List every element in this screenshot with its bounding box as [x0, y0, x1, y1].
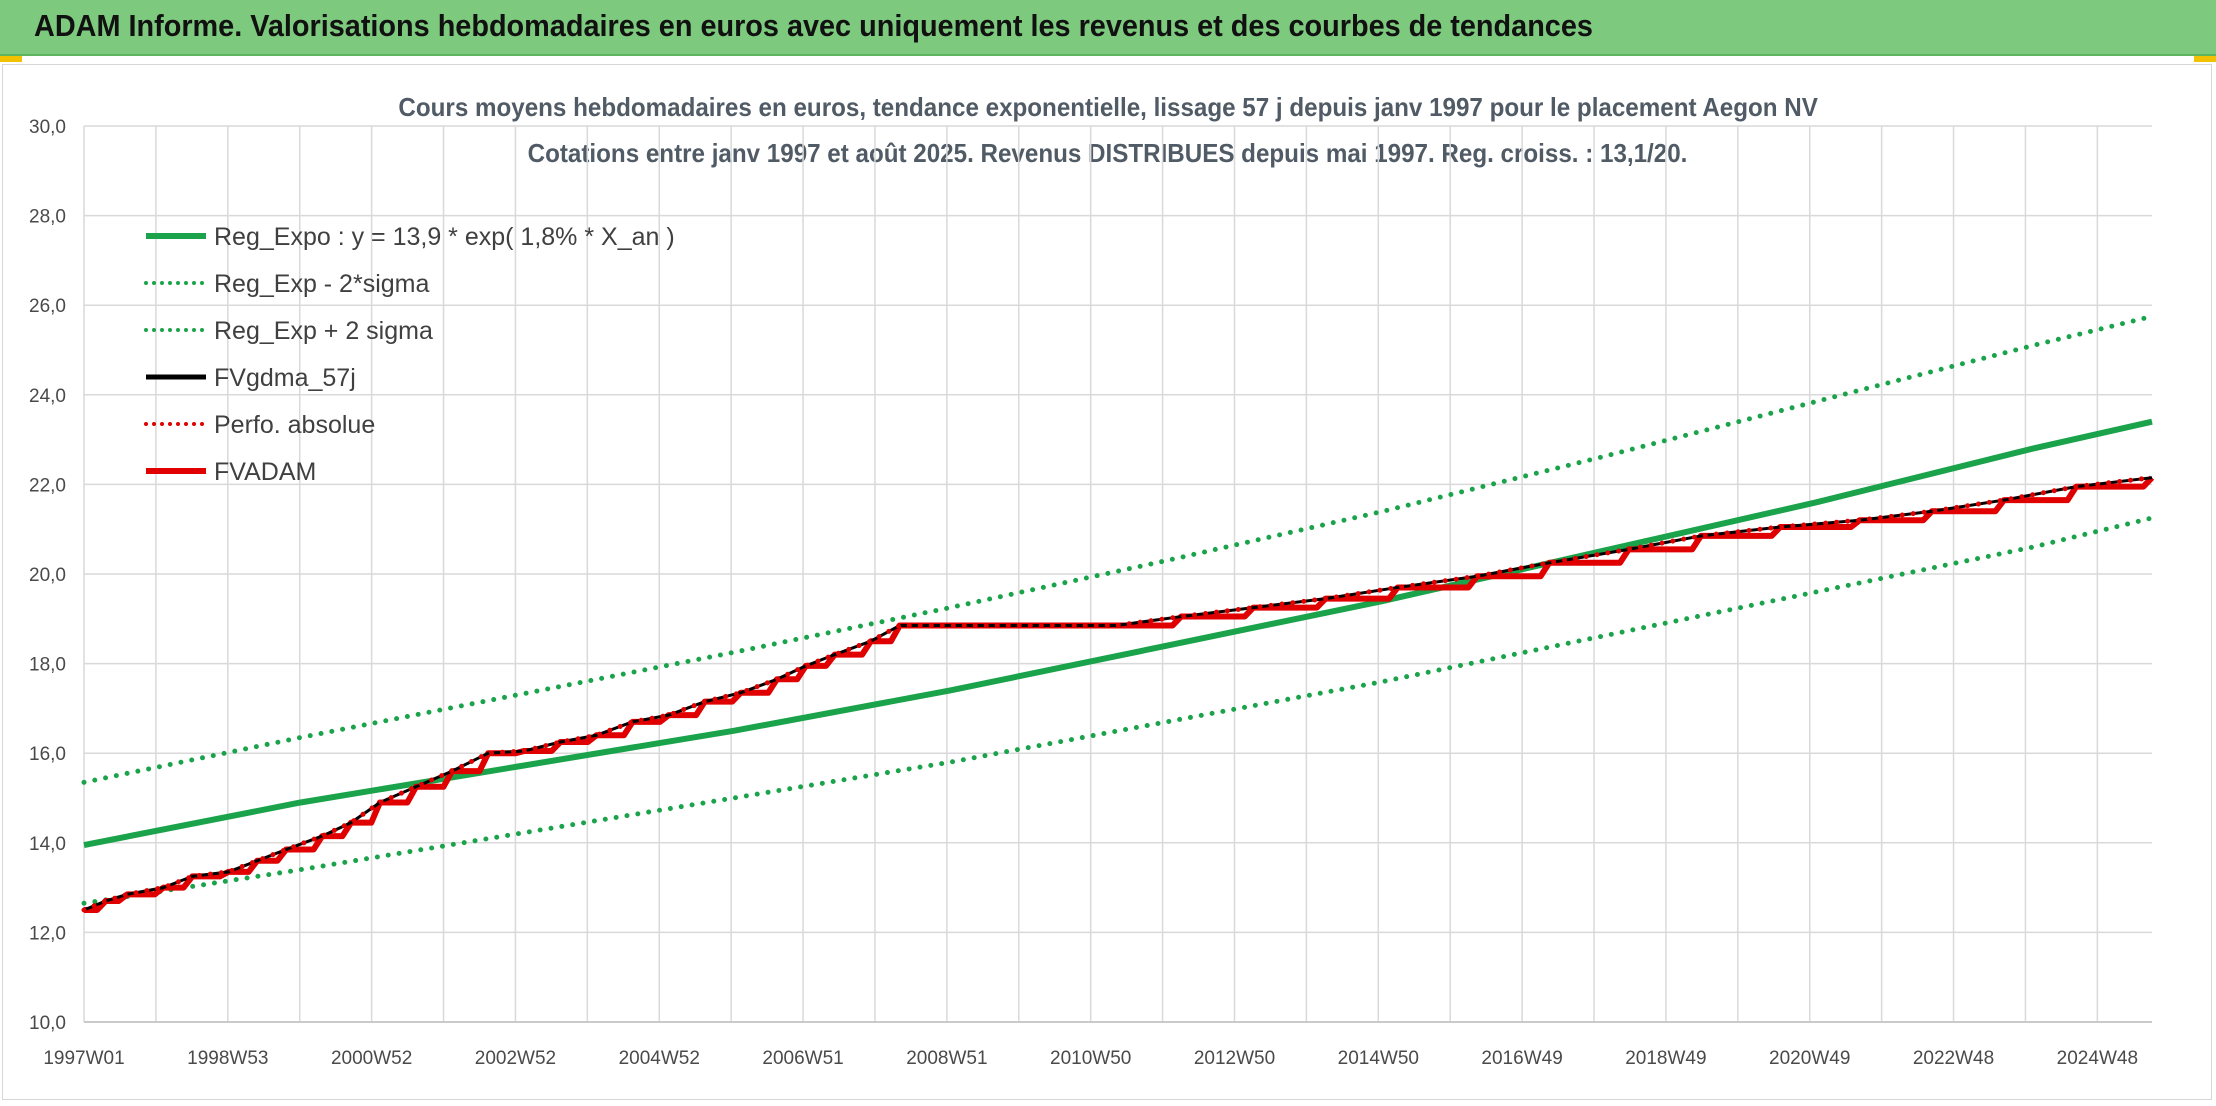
series-line-3 — [83, 476, 2153, 912]
legend-label-3: FVgdma_57j — [214, 364, 356, 392]
corner-marker-left — [0, 56, 22, 62]
legend-label-5: FVADAM — [214, 458, 316, 486]
series-line-1 — [81, 515, 2155, 906]
report-header: ADAM Informe. Valorisations hebdomadaire… — [0, 0, 2216, 56]
y-tick-label: 16,0 — [29, 744, 66, 765]
legend-label-2: Reg_Exp + 2 sigma — [214, 317, 433, 345]
report-title: ADAM Informe. Valorisations hebdomadaire… — [34, 8, 1593, 43]
y-tick-label: 30,0 — [29, 117, 66, 138]
x-tick-label: 2008W51 — [906, 1048, 987, 1069]
y-tick-label: 26,0 — [29, 296, 66, 317]
chart-frame — [2, 64, 2212, 1100]
series-line-5 — [84, 475, 2155, 913]
x-tick-label: 2020W49 — [1769, 1048, 1850, 1069]
series-line-0 — [83, 418, 2153, 848]
x-tick-label: 2002W52 — [475, 1048, 556, 1069]
y-tick-label: 18,0 — [29, 655, 66, 676]
y-tick-label: 20,0 — [29, 565, 66, 586]
x-axis-ticks: 1997W01 1998W53 2000W52 2002W52 2004W52 2006W… — [43, 1048, 2138, 1069]
y-axis-ticks: 10,0 12,0 14,0 16,0 18,0 20,0 22,0 24,0 26,0 28,0… — [29, 117, 66, 1034]
x-tick-label: 2018W49 — [1625, 1048, 1706, 1069]
x-tick-label: 2014W50 — [1338, 1048, 1419, 1069]
chart-grid — [83, 125, 2152, 1023]
legend-label-4: Perfo. absolue — [214, 411, 375, 439]
x-tick-label: 2006W51 — [762, 1048, 843, 1069]
x-tick-label: 2000W52 — [331, 1048, 412, 1069]
chart-title: Cours moyens hebdomadaires en euros, ten… — [398, 92, 1818, 122]
x-tick-label: 2016W49 — [1481, 1048, 1562, 1069]
x-tick-label: 1997W01 — [43, 1048, 124, 1069]
x-tick-label: 2024W48 — [2057, 1048, 2138, 1069]
y-tick-label: 22,0 — [29, 475, 66, 496]
y-tick-label: 12,0 — [29, 923, 66, 944]
y-tick-label: 14,0 — [29, 834, 66, 855]
y-tick-label: 28,0 — [29, 207, 66, 228]
chart-series — [81, 313, 2155, 913]
chart-legend: Reg_Expo : y = 13,9 * exp( 1,8% * X_an )… — [144, 223, 675, 486]
corner-marker-right — [2194, 56, 2216, 62]
x-tick-label: 2022W48 — [1913, 1048, 1994, 1069]
y-tick-label: 24,0 — [29, 386, 66, 407]
x-tick-label: 2004W52 — [619, 1048, 700, 1069]
legend-label-0: Reg_Expo : y = 13,9 * exp( 1,8% * X_an ) — [214, 223, 675, 251]
series-line-4 — [81, 475, 2155, 913]
x-tick-label: 2010W50 — [1050, 1048, 1131, 1069]
chart-subtitle: Cotations entre janv 1997 et août 2025. … — [528, 138, 1688, 168]
series-line-2 — [81, 313, 2155, 785]
y-tick-label: 10,0 — [29, 1013, 66, 1034]
legend-label-1: Reg_Exp - 2*sigma — [214, 270, 429, 298]
x-tick-label: 2012W50 — [1194, 1048, 1275, 1069]
x-tick-label: 1998W53 — [187, 1048, 268, 1069]
